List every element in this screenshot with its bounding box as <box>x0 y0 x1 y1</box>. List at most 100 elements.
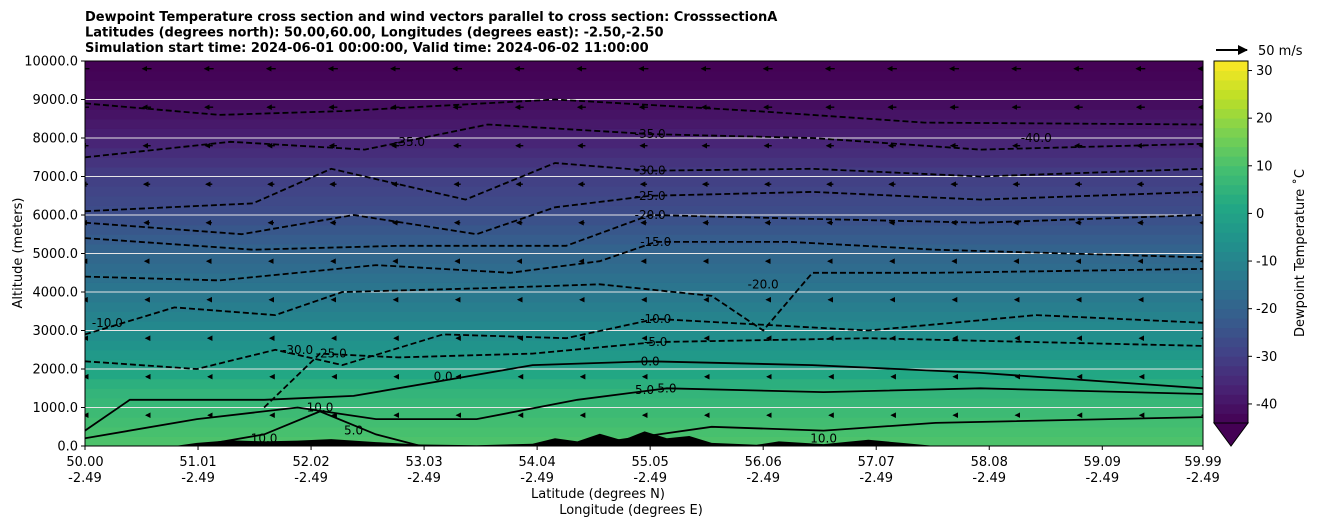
title-line-2: Latitudes (degrees north): 50.00,60.00, … <box>85 26 664 41</box>
x-tick-label-lon: -2.49 <box>633 471 667 486</box>
field-band <box>85 320 1203 332</box>
x-tick-label-lon: -2.49 <box>859 471 893 486</box>
field-band <box>85 253 1203 264</box>
field-band <box>85 205 1203 216</box>
colorbar-step <box>1214 194 1248 205</box>
x-tick-label-lat: 58.08 <box>971 455 1008 470</box>
colorbar-tick-label: 20 <box>1256 112 1273 127</box>
colorbar-step <box>1214 232 1248 243</box>
colorbar-step <box>1214 70 1248 81</box>
y-tick-label: 10000.0 <box>24 55 78 70</box>
colorbar-step <box>1214 146 1248 157</box>
quiver-key: 50 m/s <box>1216 44 1303 59</box>
field-band <box>85 292 1203 303</box>
x-tick-label-lat: 52.02 <box>292 455 329 470</box>
field-band <box>85 118 1203 129</box>
colorbar-step <box>1214 384 1248 395</box>
contour-lines <box>85 98 1203 446</box>
contour-line-6 <box>85 241 1203 282</box>
contour-label-4: -30.0 <box>635 164 666 178</box>
title-line-1: Dewpoint Temperature cross section and w… <box>85 10 777 25</box>
x-tick-label-lat: 54.04 <box>519 455 556 470</box>
contour-line-1 <box>85 98 1203 126</box>
x-tick-label-lon: -2.49 <box>294 471 328 486</box>
colorbar-steps <box>1214 61 1248 424</box>
y-tick-label: 3000.0 <box>33 324 79 339</box>
contour-line-7 <box>85 268 1203 336</box>
colorbar-step <box>1214 203 1248 214</box>
field-band <box>85 272 1203 283</box>
contour-label-11: -25.0 <box>316 347 347 361</box>
colorbar-step <box>1214 270 1248 281</box>
colorbar-step <box>1214 251 1248 262</box>
x-tick-label-lon: -2.49 <box>746 471 780 486</box>
x-tick-label-lon: -2.49 <box>1186 471 1220 486</box>
field-band <box>85 282 1203 293</box>
y-tick-label: 6000.0 <box>33 209 79 224</box>
colorbar-tick-label: -40 <box>1256 397 1277 412</box>
contour-label-18: 10.0 <box>307 401 334 415</box>
colorbar-step <box>1214 346 1248 357</box>
colorbar-step <box>1214 165 1248 176</box>
colorbar-step <box>1214 137 1248 148</box>
field-band <box>85 234 1203 245</box>
contour-label-12: -10.0 <box>640 312 671 326</box>
x-tick-label-lat: 56.06 <box>745 455 782 470</box>
colorbar-step <box>1214 118 1248 129</box>
colorbar-step <box>1214 403 1248 414</box>
contour-label-21: 10.0 <box>810 431 837 445</box>
field-band <box>85 263 1203 274</box>
x-axis: 50.00-2.4951.01-2.4952.02-2.4953.03-2.49… <box>66 446 1222 486</box>
colorbar-step <box>1214 280 1248 291</box>
colorbar: -40 -30 -20 -10 0 10 20 30 Dewpoint Temperature… <box>1213 60 1308 447</box>
terrain <box>85 431 1203 446</box>
y-tick-label: 2000.0 <box>33 363 79 378</box>
chart-title: Dewpoint Temperature cross section and w… <box>85 10 777 56</box>
wind-vectors <box>85 65 1203 419</box>
colorbar-tick-label: 10 <box>1256 159 1273 174</box>
field-band <box>85 70 1203 81</box>
colorbar-step <box>1214 61 1248 71</box>
colorbar-tick-label: -30 <box>1256 350 1277 365</box>
field-band <box>85 89 1203 101</box>
colorbar-step <box>1214 261 1248 271</box>
contour-label-20: 5.0 <box>344 424 363 438</box>
contour-label-10: -30.0 <box>282 343 313 357</box>
field-band <box>85 176 1203 187</box>
contour-label-9: -10.0 <box>92 316 123 330</box>
contour-label-17: 5.0 <box>657 381 676 395</box>
field-band <box>85 397 1203 409</box>
contour-line-8 <box>85 314 1203 370</box>
contour-label-13: -5.0 <box>644 335 667 349</box>
plot-area: -40.0-35.0-35.0-30.0-25.0-20.0-15.0-20.0… <box>85 61 1203 446</box>
y-tick-label: 7000.0 <box>33 170 79 185</box>
x-tick-label-lon: -2.49 <box>972 471 1006 486</box>
colorbar-step <box>1214 327 1248 338</box>
contour-line-2 <box>85 123 1203 159</box>
contour-label-6: -20.0 <box>635 208 666 222</box>
x-tick-label-lat: 50.00 <box>66 455 103 470</box>
field-band <box>85 388 1203 399</box>
colorbar-step <box>1214 184 1248 195</box>
x-tick-label-lon: -2.49 <box>407 471 441 486</box>
y-axis-label: Altitude (meters) <box>11 198 26 309</box>
contour-line-13 <box>577 416 1203 446</box>
x-tick-label-lat: 51.01 <box>179 455 216 470</box>
gridlines <box>85 61 1203 446</box>
contour-line-4 <box>85 190 1203 236</box>
field-band <box>85 80 1203 91</box>
contour-label-7: -15.0 <box>640 235 671 249</box>
colorbar-step <box>1214 375 1248 386</box>
colorbar-extend-triangle <box>1213 422 1249 447</box>
colorbar-step <box>1214 99 1248 110</box>
field-band <box>85 186 1203 197</box>
colorbar-label: Dewpoint Temperature ˚C <box>1292 169 1308 337</box>
field-band <box>85 109 1203 120</box>
contour-label-2: -35.0 <box>394 135 425 149</box>
x-tick-label-lat: 59.09 <box>1084 455 1121 470</box>
colorbar-step <box>1214 318 1248 329</box>
field-band <box>85 195 1203 206</box>
y-tick-label: 5000.0 <box>33 247 79 262</box>
field-band <box>85 349 1203 360</box>
field-band <box>85 359 1203 370</box>
